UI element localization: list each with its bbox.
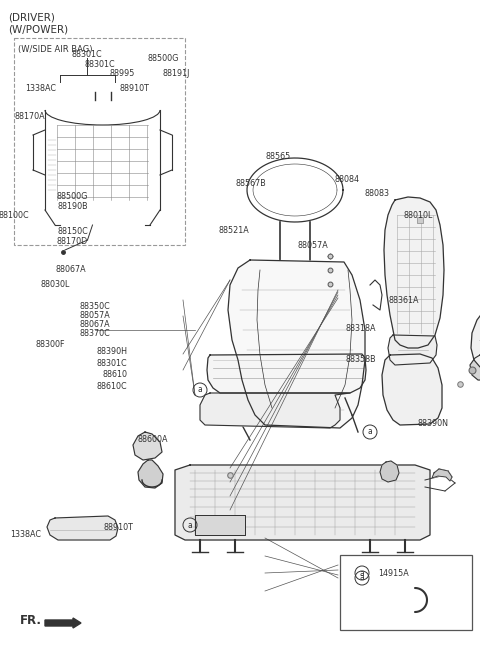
Polygon shape	[133, 432, 162, 460]
Polygon shape	[384, 197, 444, 348]
Text: 88010L: 88010L	[403, 211, 432, 220]
Text: 88350C: 88350C	[80, 301, 110, 311]
Text: 88610C: 88610C	[96, 382, 127, 391]
Polygon shape	[138, 460, 163, 488]
Bar	[14, 38, 185, 245]
Text: (DRIVER): (DRIVER)	[8, 12, 55, 22]
Text: 88190B: 88190B	[57, 202, 88, 211]
Polygon shape	[432, 469, 452, 481]
Text: 88084: 88084	[335, 175, 360, 184]
Text: 88318A: 88318A	[346, 324, 376, 333]
Polygon shape	[200, 393, 350, 428]
Text: 88301C: 88301C	[72, 50, 102, 59]
Text: 88358B: 88358B	[346, 354, 376, 364]
Text: 88565: 88565	[265, 152, 291, 162]
FancyArrow shape	[45, 618, 81, 628]
Text: a: a	[368, 428, 372, 436]
Text: 88521A: 88521A	[218, 226, 249, 235]
Polygon shape	[382, 354, 442, 425]
Text: 88301C: 88301C	[84, 60, 115, 69]
Text: 1338AC: 1338AC	[10, 530, 41, 539]
Text: 88361A: 88361A	[389, 296, 420, 305]
Text: 88610: 88610	[102, 370, 127, 379]
Text: 88370C: 88370C	[80, 329, 110, 338]
Polygon shape	[228, 260, 365, 428]
Text: 88170D: 88170D	[57, 237, 88, 247]
Text: 1338AC: 1338AC	[25, 84, 56, 93]
Polygon shape	[388, 335, 437, 365]
Text: FR.: FR.	[20, 613, 42, 627]
Polygon shape	[207, 354, 366, 393]
Polygon shape	[471, 310, 480, 370]
Text: 88390H: 88390H	[96, 347, 127, 356]
Text: (W/SIDE AIR BAG): (W/SIDE AIR BAG)	[18, 45, 93, 54]
Text: 88100C: 88100C	[0, 211, 29, 220]
Text: a: a	[360, 568, 364, 577]
Text: (W/POWER): (W/POWER)	[8, 24, 68, 34]
Text: a: a	[198, 385, 203, 394]
Text: 88067A: 88067A	[80, 320, 110, 329]
Text: 88910T: 88910T	[119, 84, 149, 93]
Polygon shape	[380, 461, 399, 482]
Text: 88300F: 88300F	[36, 340, 65, 349]
Bar	[195, 515, 245, 535]
Text: 88057A: 88057A	[298, 241, 328, 250]
Text: a: a	[188, 521, 192, 530]
Text: 88390N: 88390N	[418, 419, 449, 428]
Text: 88170A: 88170A	[15, 112, 46, 121]
Text: 88301C: 88301C	[96, 359, 127, 368]
Text: 88500G: 88500G	[57, 192, 88, 201]
Text: 88567B: 88567B	[235, 179, 266, 188]
Text: 88067A: 88067A	[56, 265, 86, 274]
Text: 88500G: 88500G	[147, 54, 179, 63]
Text: a: a	[360, 574, 364, 583]
Text: 88083: 88083	[365, 189, 390, 198]
Text: 88600A: 88600A	[137, 435, 168, 444]
Text: 14915A: 14915A	[378, 568, 409, 577]
Polygon shape	[470, 355, 480, 380]
Text: 88057A: 88057A	[80, 311, 110, 320]
Bar	[340, 555, 472, 630]
Text: 88995: 88995	[110, 69, 135, 78]
Polygon shape	[47, 516, 118, 540]
Polygon shape	[175, 465, 430, 540]
Text: 88910T: 88910T	[103, 523, 133, 532]
Text: 88030L: 88030L	[40, 280, 70, 289]
Text: 88191J: 88191J	[163, 69, 191, 78]
Text: 88150C: 88150C	[57, 227, 88, 236]
